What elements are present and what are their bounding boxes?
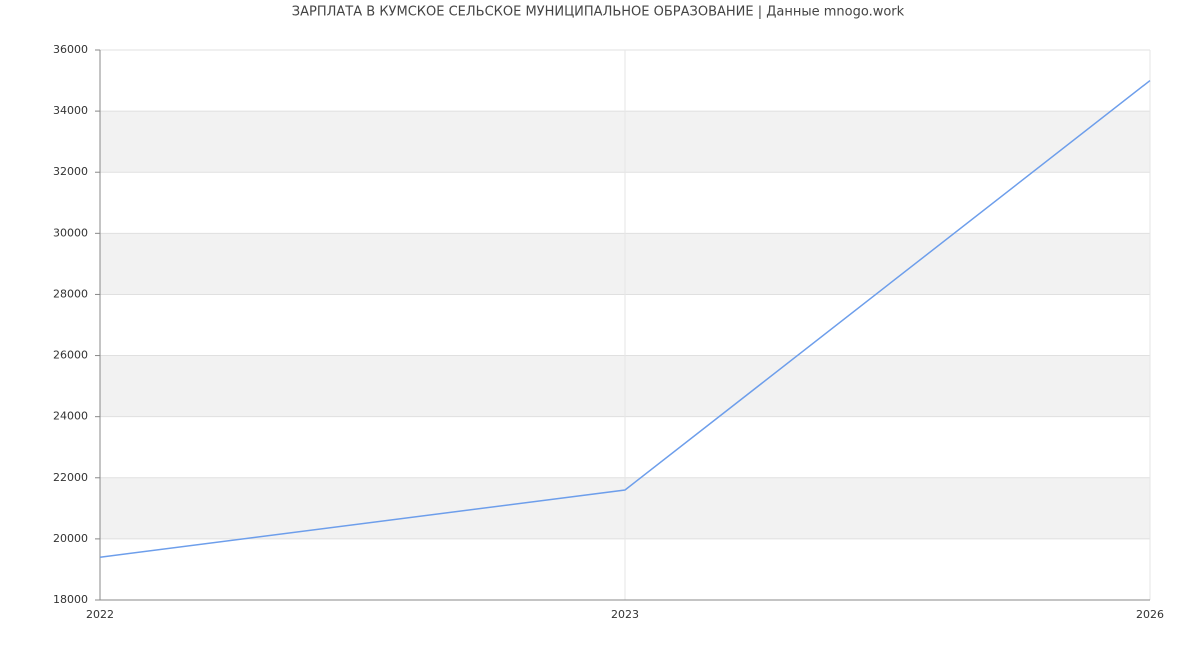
y-tick-label: 18000 <box>53 593 88 606</box>
x-tick-label: 2022 <box>86 608 114 621</box>
x-tick-label: 2026 <box>1136 608 1164 621</box>
line <box>99 79 1151 558</box>
x-tick-label: 2023 <box>611 608 639 621</box>
y-tick-label: 20000 <box>53 532 88 545</box>
y-tick-label: 22000 <box>53 471 88 484</box>
y-tick-label: 28000 <box>53 287 88 300</box>
y-tick-label: 30000 <box>53 226 88 239</box>
y-tick-label: 36000 <box>53 43 88 56</box>
y-tick-label: 24000 <box>53 410 88 423</box>
y-tick-label: 26000 <box>53 349 88 362</box>
chart-title: ЗАРПЛАТА В КУМСКОЕ СЕЛЬСКОЕ МУНИЦИПАЛЬНО… <box>292 5 905 20</box>
y-tick-label: 32000 <box>53 165 88 178</box>
y-tick-label: 34000 <box>53 104 88 117</box>
